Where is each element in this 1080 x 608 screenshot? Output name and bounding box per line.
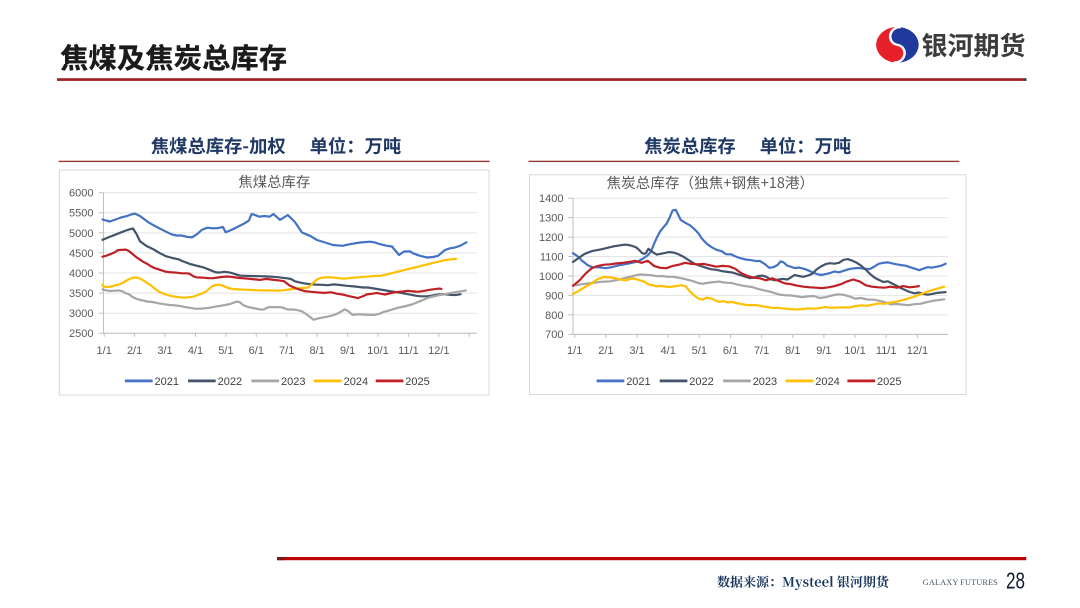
svg-text:8/1: 8/1 [309, 345, 324, 357]
svg-text:2/1: 2/1 [598, 345, 613, 357]
svg-text:1300: 1300 [539, 213, 563, 225]
svg-text:3000: 3000 [69, 308, 93, 320]
svg-text:2500: 2500 [69, 328, 93, 340]
svg-text:11/1: 11/1 [876, 345, 897, 357]
svg-text:900: 900 [545, 290, 563, 302]
svg-text:6000: 6000 [69, 188, 93, 200]
svg-text:2025: 2025 [405, 376, 429, 388]
svg-text:5/1: 5/1 [218, 345, 233, 357]
svg-text:12/1: 12/1 [428, 345, 449, 357]
svg-text:8/1: 8/1 [785, 345, 800, 357]
svg-text:3/1: 3/1 [629, 345, 644, 357]
svg-text:1000: 1000 [539, 271, 563, 283]
svg-text:7/1: 7/1 [279, 345, 294, 357]
svg-text:2021: 2021 [626, 376, 650, 388]
svg-text:4000: 4000 [69, 268, 93, 280]
svg-text:6/1: 6/1 [249, 345, 264, 357]
svg-text:700: 700 [545, 329, 563, 341]
svg-text:5500: 5500 [69, 208, 93, 220]
svg-text:11/1: 11/1 [398, 345, 419, 357]
svg-text:4/1: 4/1 [661, 345, 676, 357]
svg-text:2024: 2024 [815, 376, 839, 388]
svg-text:3500: 3500 [69, 288, 93, 300]
svg-text:1400: 1400 [539, 193, 563, 205]
svg-text:10/1: 10/1 [367, 345, 388, 357]
svg-text:2025: 2025 [877, 376, 901, 388]
svg-text:1200: 1200 [539, 232, 563, 244]
svg-text:5000: 5000 [69, 228, 93, 240]
svg-text:4500: 4500 [69, 248, 93, 260]
svg-text:7/1: 7/1 [754, 345, 769, 357]
svg-text:2022: 2022 [218, 376, 242, 388]
svg-text:1100: 1100 [540, 251, 564, 263]
svg-text:9/1: 9/1 [816, 345, 831, 357]
svg-text:2021: 2021 [155, 376, 179, 388]
svg-text:1/1: 1/1 [97, 345, 112, 357]
svg-text:2022: 2022 [689, 376, 713, 388]
svg-text:6/1: 6/1 [723, 345, 738, 357]
svg-text:3/1: 3/1 [157, 345, 172, 357]
svg-text:5/1: 5/1 [692, 345, 707, 357]
svg-text:2/1: 2/1 [127, 345, 142, 357]
svg-text:2024: 2024 [344, 376, 368, 388]
svg-text:1/1: 1/1 [567, 345, 582, 357]
svg-text:10/1: 10/1 [844, 345, 865, 357]
svg-text:800: 800 [545, 310, 563, 322]
svg-text:4/1: 4/1 [188, 345, 203, 357]
svg-text:12/1: 12/1 [907, 345, 928, 357]
svg-text:28: 28 [1006, 568, 1025, 594]
svg-text:2023: 2023 [753, 376, 777, 388]
svg-text:2023: 2023 [281, 376, 305, 388]
svg-text:9/1: 9/1 [340, 345, 355, 357]
svg-text:GALAXY FUTURES: GALAXY FUTURES [923, 578, 998, 587]
